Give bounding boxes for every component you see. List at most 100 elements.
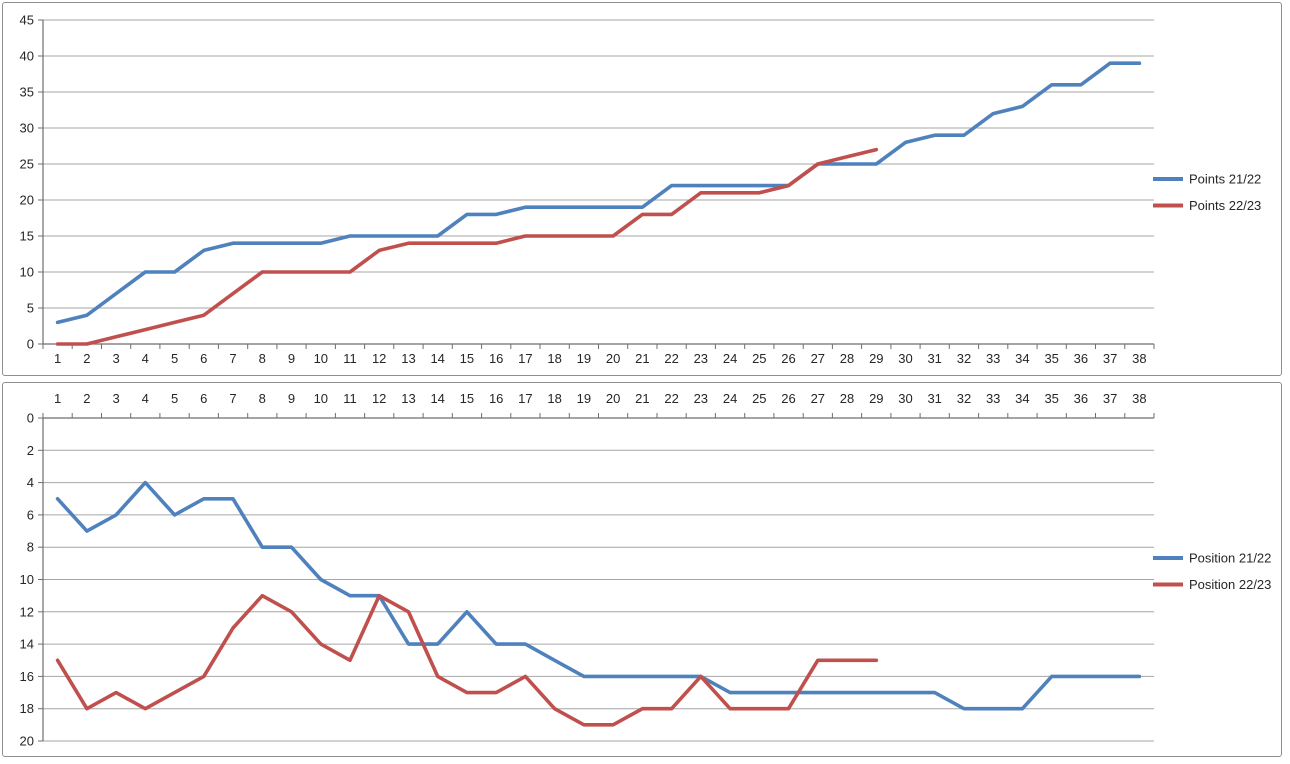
x-axis-label: 32 bbox=[957, 351, 971, 366]
x-axis-label: 10 bbox=[314, 391, 328, 406]
x-axis-label: 4 bbox=[142, 351, 149, 366]
x-axis-label: 29 bbox=[869, 351, 883, 366]
x-axis-label: 20 bbox=[606, 351, 620, 366]
x-axis-label: 34 bbox=[1015, 391, 1029, 406]
x-axis-label: 22 bbox=[664, 391, 678, 406]
x-axis-label: 10 bbox=[314, 351, 328, 366]
y-axis-label: 40 bbox=[20, 49, 34, 64]
x-axis-label: 33 bbox=[986, 351, 1000, 366]
x-axis-label: 36 bbox=[1074, 351, 1088, 366]
x-axis-label: 37 bbox=[1103, 391, 1117, 406]
x-axis-label: 21 bbox=[635, 351, 649, 366]
x-axis-label: 27 bbox=[811, 391, 825, 406]
x-axis-label: 11 bbox=[343, 351, 357, 366]
x-axis-label: 35 bbox=[1044, 391, 1058, 406]
x-axis-label: 21 bbox=[635, 391, 649, 406]
x-axis-label: 7 bbox=[229, 351, 236, 366]
x-axis-label: 16 bbox=[489, 351, 503, 366]
x-axis-label: 9 bbox=[288, 351, 295, 366]
y-axis-label: 0 bbox=[27, 411, 34, 426]
x-axis-label: 6 bbox=[200, 351, 207, 366]
legend-label: Position 22/23 bbox=[1189, 577, 1271, 592]
x-axis-label: 31 bbox=[927, 351, 941, 366]
legend-label: Points 21/22 bbox=[1189, 172, 1261, 187]
y-axis-label: 10 bbox=[20, 265, 34, 280]
series-line-position-22-23 bbox=[55, 593, 879, 727]
x-axis-label: 14 bbox=[430, 351, 444, 366]
x-axis-label: 27 bbox=[811, 351, 825, 366]
x-axis-label: 23 bbox=[694, 391, 708, 406]
y-axis-label: 8 bbox=[27, 540, 34, 555]
x-axis-label: 25 bbox=[752, 351, 766, 366]
y-axis-label: 2 bbox=[27, 443, 34, 458]
y-axis-label: 20 bbox=[20, 734, 34, 749]
x-axis-label: 6 bbox=[200, 391, 207, 406]
x-axis-label: 32 bbox=[957, 391, 971, 406]
x-axis-label: 14 bbox=[430, 391, 444, 406]
y-axis-label: 35 bbox=[20, 85, 34, 100]
series-line-position-21-22 bbox=[55, 480, 1142, 711]
x-axis-label: 13 bbox=[401, 391, 415, 406]
y-axis-label: 12 bbox=[20, 604, 34, 619]
x-axis-label: 24 bbox=[723, 351, 737, 366]
y-axis-label: 16 bbox=[20, 669, 34, 684]
y-axis-label: 4 bbox=[27, 475, 34, 490]
x-axis-label: 8 bbox=[259, 351, 266, 366]
x-axis-label: 28 bbox=[840, 391, 854, 406]
legend-label: Position 21/22 bbox=[1189, 551, 1271, 566]
x-axis-label: 37 bbox=[1103, 351, 1117, 366]
position-chart-frame: 0 2 4 6 8 10 12 14 16 18 20 1 2 3 4 5 6 7 8 9 10 11 12 13 14 15 16… bbox=[2, 382, 1282, 757]
points-chart-frame: 0 5 10 15 20 25 30 35 40 45 1 2 3 4 5 6 7 8 9 10 11 12 13 14 15 1… bbox=[2, 2, 1282, 376]
x-axis-label: 29 bbox=[869, 391, 883, 406]
series-line-points-22-23 bbox=[55, 147, 879, 346]
x-axis-label: 3 bbox=[112, 351, 119, 366]
x-axis-label: 7 bbox=[229, 391, 236, 406]
y-axis-label: 45 bbox=[20, 13, 34, 28]
x-axis-label: 16 bbox=[489, 391, 503, 406]
y-axis-label: 18 bbox=[20, 701, 34, 716]
x-axis-label: 2 bbox=[83, 351, 90, 366]
x-axis-label: 3 bbox=[112, 391, 119, 406]
x-axis-label: 22 bbox=[664, 351, 678, 366]
y-axis-label: 0 bbox=[27, 337, 34, 352]
x-axis-label: 31 bbox=[927, 391, 941, 406]
y-axis-label: 20 bbox=[20, 193, 34, 208]
x-axis-label: 30 bbox=[898, 351, 912, 366]
x-axis-label: 1 bbox=[54, 351, 61, 366]
y-axis-label: 6 bbox=[27, 507, 34, 522]
x-axis-label: 19 bbox=[577, 391, 591, 406]
x-axis-label: 15 bbox=[460, 351, 474, 366]
x-axis-label: 2 bbox=[83, 391, 90, 406]
x-axis-label: 24 bbox=[723, 391, 737, 406]
x-axis-label: 5 bbox=[171, 391, 178, 406]
x-axis-label: 8 bbox=[259, 391, 266, 406]
x-axis-label: 26 bbox=[781, 391, 795, 406]
x-axis-label: 13 bbox=[401, 351, 415, 366]
x-axis-label: 18 bbox=[547, 351, 561, 366]
x-axis-label: 1 bbox=[54, 391, 61, 406]
x-axis-label: 30 bbox=[898, 391, 912, 406]
y-axis-label: 15 bbox=[20, 229, 34, 244]
y-axis-label: 10 bbox=[20, 572, 34, 587]
x-axis-label: 20 bbox=[606, 391, 620, 406]
x-axis-label: 26 bbox=[781, 351, 795, 366]
y-axis-label: 5 bbox=[27, 301, 34, 316]
x-axis-label: 34 bbox=[1015, 351, 1029, 366]
x-axis-label: 25 bbox=[752, 391, 766, 406]
series-line-points-21-22 bbox=[55, 61, 1142, 325]
x-axis-label: 9 bbox=[288, 391, 295, 406]
x-axis-label: 28 bbox=[840, 351, 854, 366]
y-axis-label: 14 bbox=[20, 637, 34, 652]
x-axis-label: 38 bbox=[1132, 351, 1146, 366]
y-axis-label: 25 bbox=[20, 157, 34, 172]
x-axis-label: 17 bbox=[518, 351, 532, 366]
x-axis-label: 17 bbox=[518, 391, 532, 406]
x-axis-label: 33 bbox=[986, 391, 1000, 406]
x-axis-label: 5 bbox=[171, 351, 178, 366]
x-axis-label: 38 bbox=[1132, 391, 1146, 406]
x-axis-label: 4 bbox=[142, 391, 149, 406]
y-axis-label: 30 bbox=[20, 121, 34, 136]
